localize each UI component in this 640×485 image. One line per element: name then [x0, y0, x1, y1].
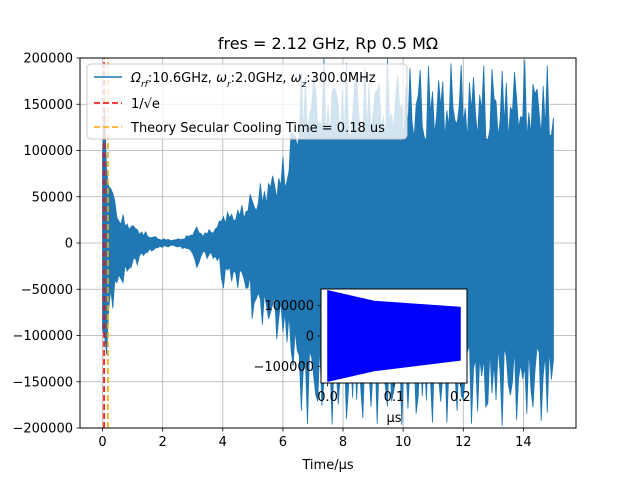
y-tick-label: −100000 [12, 329, 73, 344]
x-tick-label: 6 [279, 435, 287, 450]
main-y-ticks: −200000 −150000 −100000 −50000 0 50000 100000 1… [12, 52, 80, 437]
legend-label-theory: Theory Secular Cooling Time = 0.18 us [130, 121, 385, 136]
y-tick-label: −200000 [12, 422, 73, 437]
inset-plot: 0.0 0.1 0.2 −100000 0 100000 μs [253, 288, 471, 426]
y-tick-label: −50000 [21, 283, 73, 298]
y-tick-label: 0 [65, 237, 73, 252]
x-tick-label: 0 [98, 435, 106, 450]
y-tick-label: 200000 [23, 52, 73, 67]
x-tick-label: 4 [219, 435, 227, 450]
x-tick-label: 10 [395, 435, 412, 450]
x-tick-label: 8 [339, 435, 347, 450]
x-tick-label: 14 [515, 435, 532, 450]
legend-signal-omega-rf-value: :10.6GHz, [148, 71, 216, 86]
x-tick-label: 2 [159, 435, 167, 450]
inset-series-envelope [327, 290, 461, 382]
y-tick-label: 100000 [23, 144, 73, 159]
y-tick-label: −150000 [12, 375, 73, 390]
y-tick-label: 100000 [264, 299, 314, 314]
chart-title: fres = 2.12 GHz, Rp 0.5 MΩ [218, 34, 438, 53]
inset-x-ticks: 0.0 0.1 0.2 [317, 383, 471, 405]
legend-label-sqrt-e: 1/√e [131, 97, 160, 112]
main-x-ticks: 0 2 4 6 8 10 12 14 [98, 428, 532, 450]
legend: Ωrf:10.6GHz, ωr:2.0GHz, ωz:300.0MHz 1/√e… [86, 63, 408, 140]
inset-x-axis-label: μs [386, 411, 401, 426]
x-tick-label: 12 [455, 435, 472, 450]
y-tick-label: −100000 [253, 360, 314, 375]
x-tick-label: 0.0 [317, 390, 338, 405]
x-tick-label: 0.2 [450, 390, 471, 405]
inset-y-ticks: −100000 0 100000 [253, 299, 321, 375]
legend-box [86, 63, 408, 140]
y-tick-label: 150000 [23, 98, 73, 113]
y-tick-label: 0 [306, 330, 314, 345]
x-axis-label: Time/μs [301, 458, 353, 473]
y-tick-label: 50000 [32, 190, 73, 205]
x-tick-label: 0.1 [384, 390, 405, 405]
inset-series [327, 290, 461, 382]
